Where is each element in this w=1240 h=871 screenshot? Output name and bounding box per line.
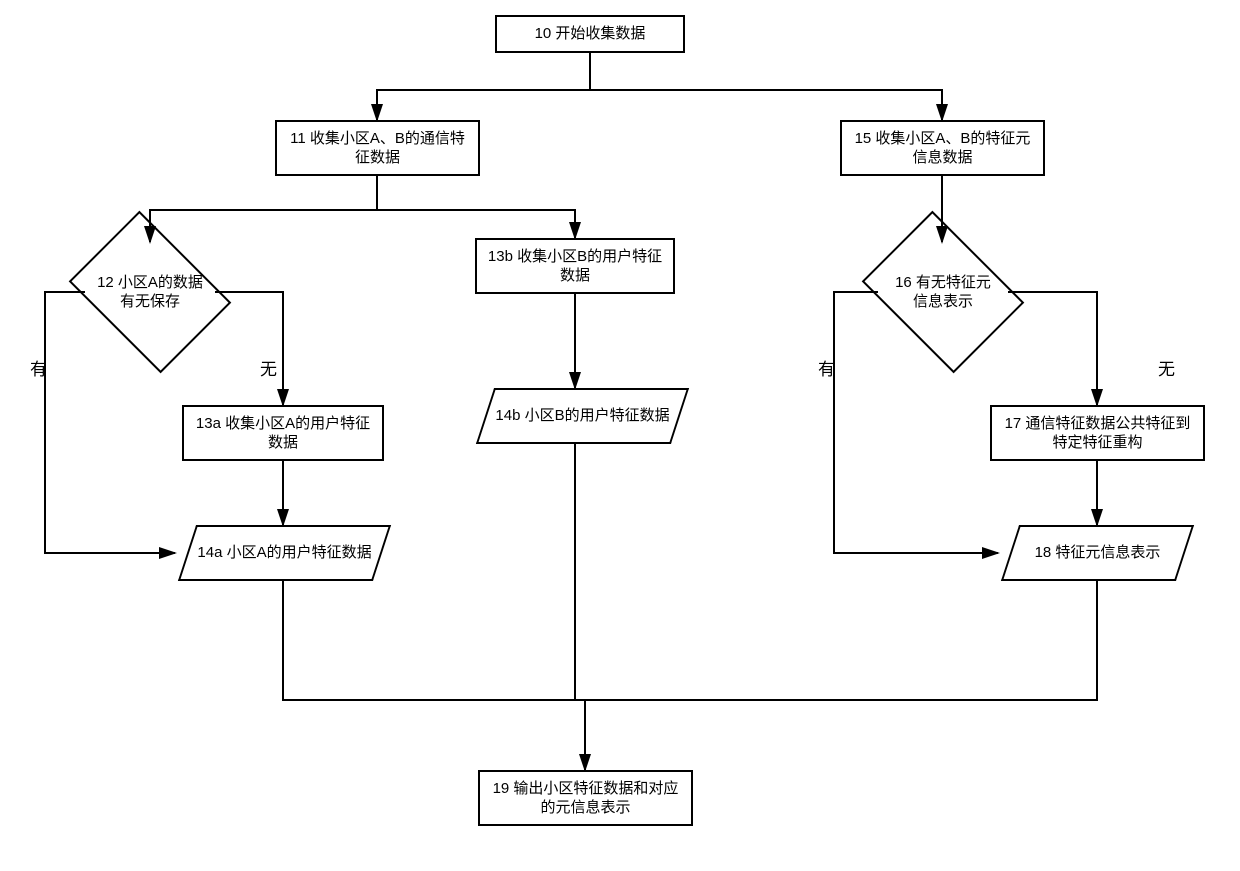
node-17-reconstruct: 17 通信特征数据公共特征到特定特征重构 [990,405,1205,461]
edge-label-16-no: 无 [1158,355,1175,380]
node-13b-collect-b-user: 13b 收集小区B的用户特征数据 [475,238,675,294]
node-label: 19 输出小区特征数据和对应的元信息表示 [490,779,681,818]
node-label: 16 有无特征元信息表示 [888,273,998,312]
node-14b-data-b: 14b 小区B的用户特征数据 [485,388,680,444]
node-label: 17 通信特征数据公共特征到特定特征重构 [1002,414,1193,453]
node-15-collect-ab-meta: 15 收集小区A、B的特征元信息数据 [840,120,1045,176]
node-label: 18 特征元信息表示 [1035,543,1161,563]
node-label: 13b 收集小区B的用户特征数据 [487,247,663,286]
node-label: 11 收集小区A、B的通信特征数据 [287,129,468,168]
edge-label-12-yes: 有 [30,355,47,380]
node-label: 10 开始收集数据 [535,24,646,44]
node-10-start: 10 开始收集数据 [495,15,685,53]
node-label: 14b 小区B的用户特征数据 [495,406,669,426]
edge-label-12-no: 无 [260,355,277,380]
node-13a-collect-a-user: 13a 收集小区A的用户特征数据 [182,405,384,461]
node-label: 14a 小区A的用户特征数据 [197,543,371,563]
node-12-decision-a-saved: 12 小区A的数据有无保存 [85,242,215,342]
node-18-meta-rep: 18 特征元信息表示 [1010,525,1185,581]
node-14a-data-a: 14a 小区A的用户特征数据 [187,525,382,581]
node-11-collect-ab-comm: 11 收集小区A、B的通信特征数据 [275,120,480,176]
edge-label-16-yes: 有 [818,355,835,380]
node-label: 12 小区A的数据有无保存 [95,273,205,312]
node-label: 15 收集小区A、B的特征元信息数据 [852,129,1033,168]
node-16-decision-meta: 16 有无特征元信息表示 [878,242,1008,342]
node-19-output: 19 输出小区特征数据和对应的元信息表示 [478,770,693,826]
node-label: 13a 收集小区A的用户特征数据 [194,414,372,453]
